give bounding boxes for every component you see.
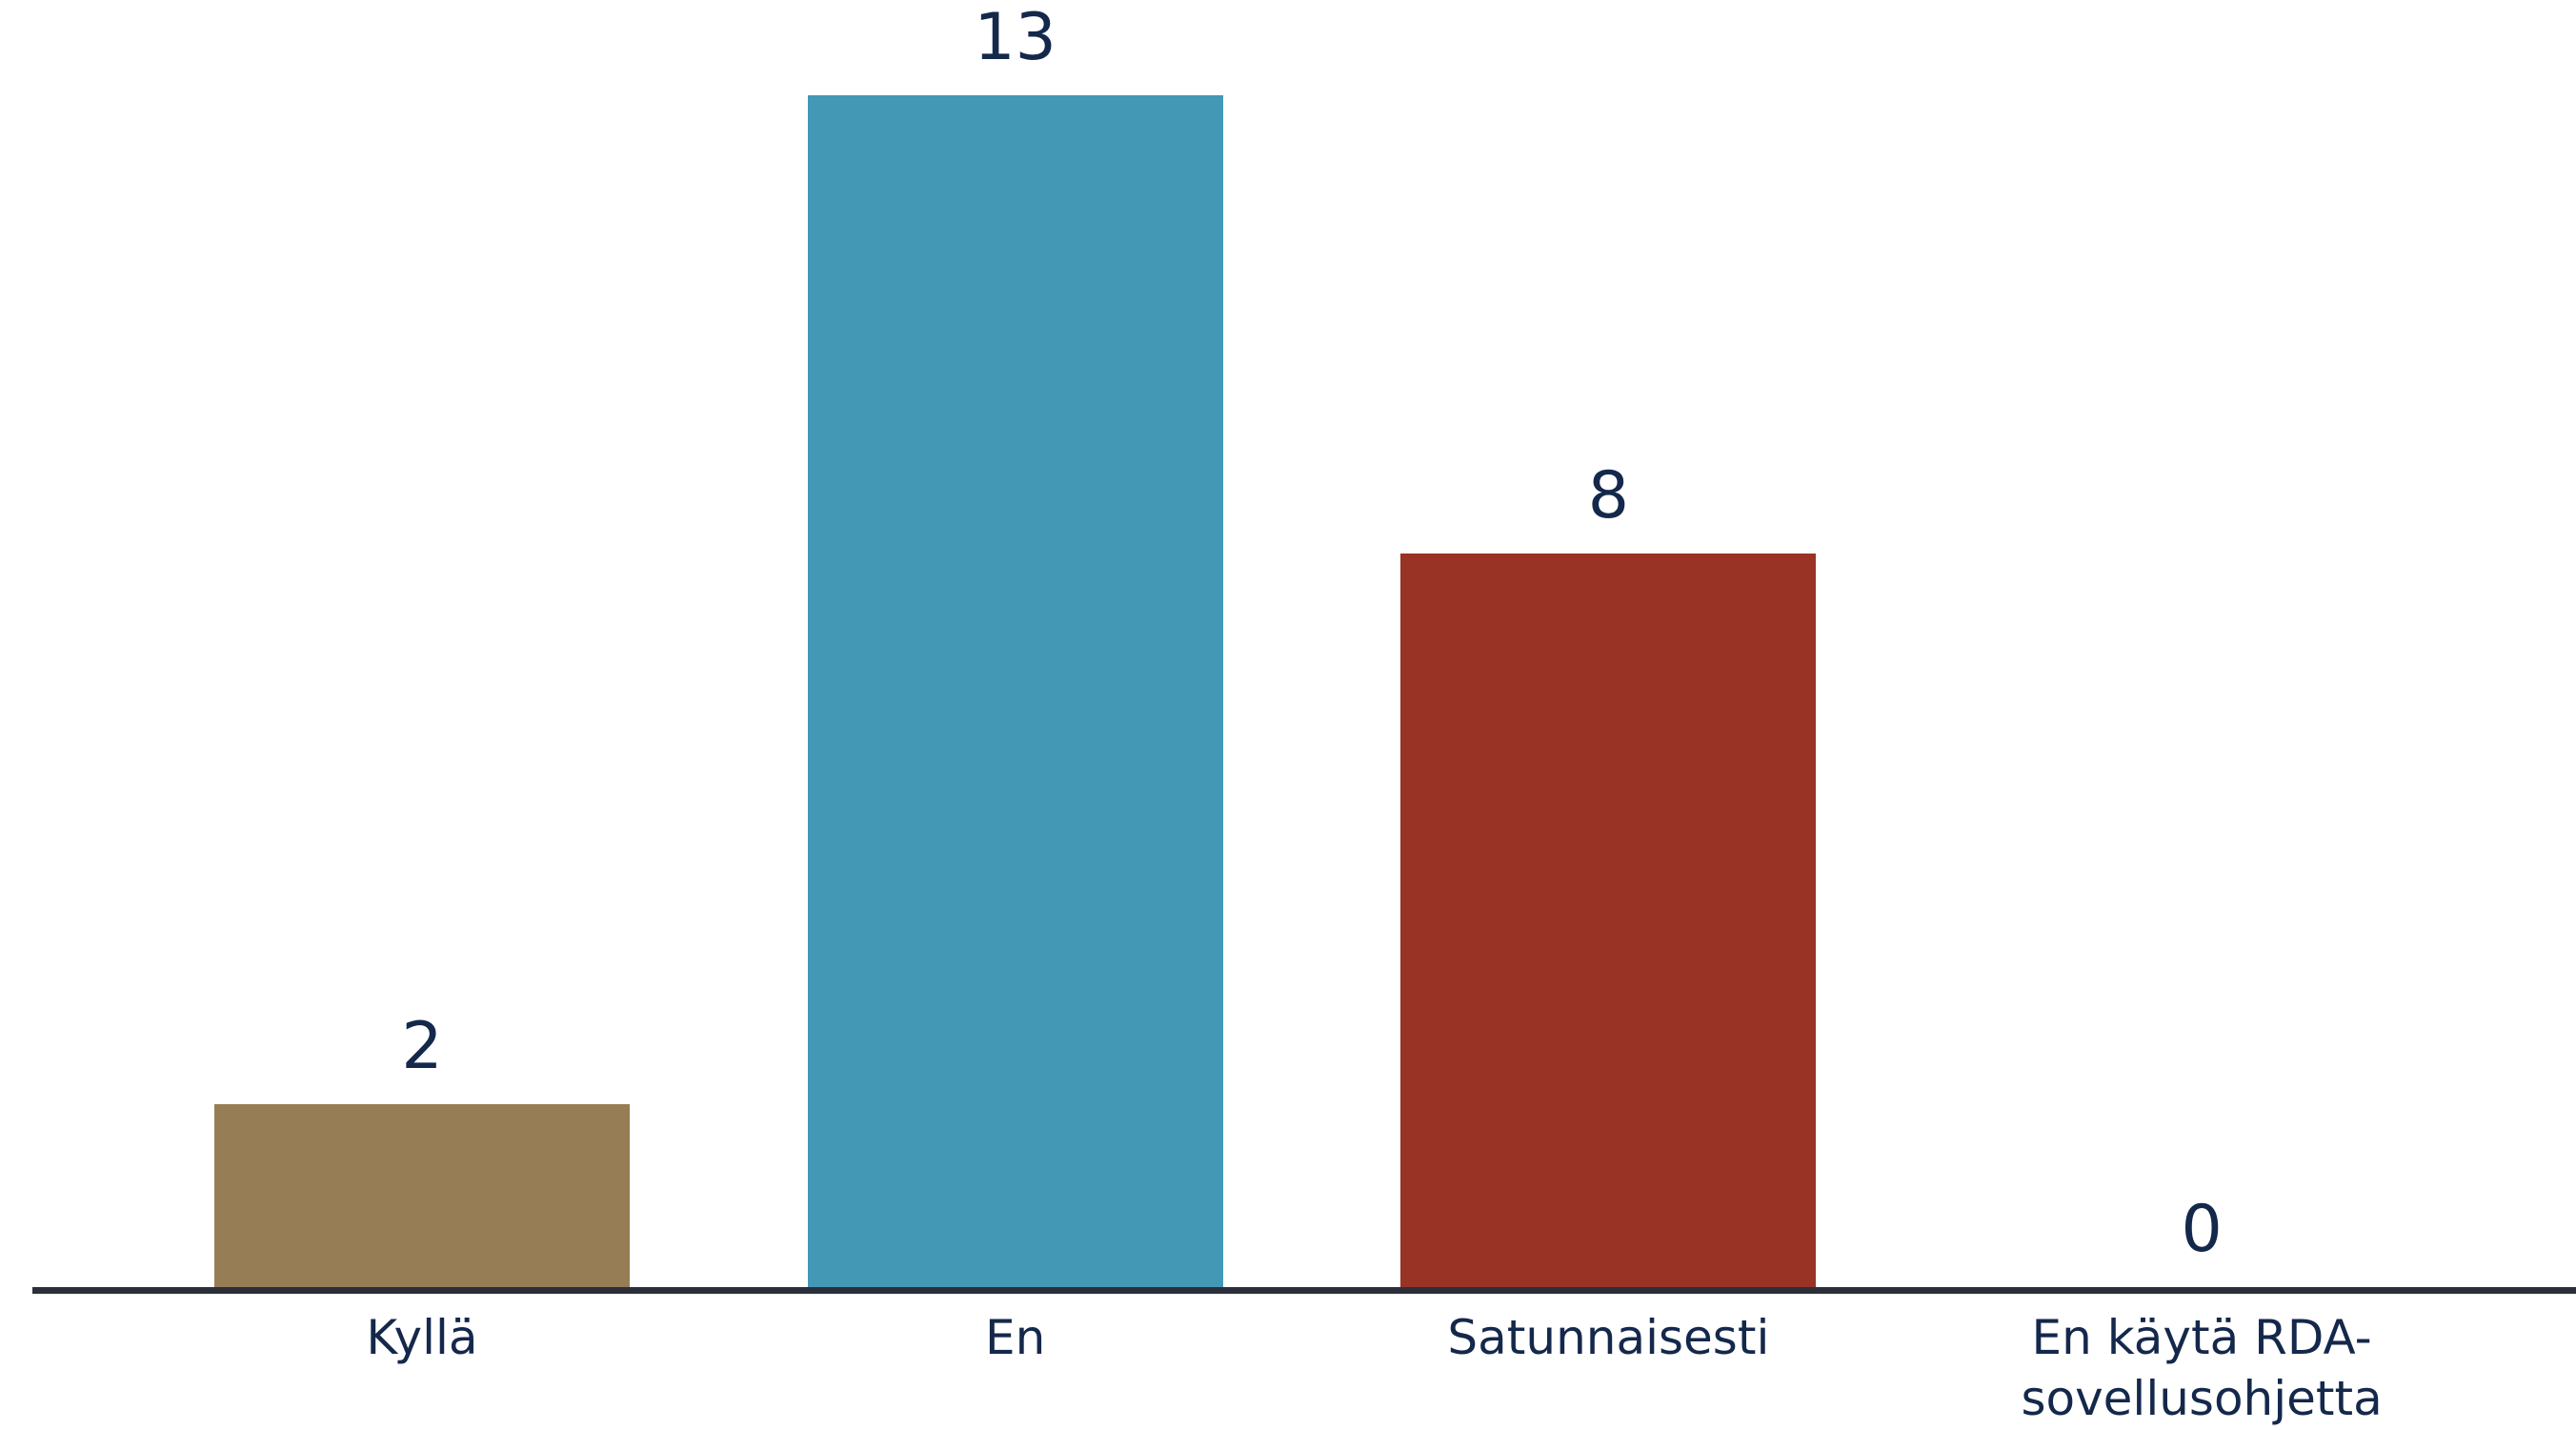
x-tick-label: En — [985, 1310, 1046, 1365]
x-tick-label: Satunnaisesti — [1447, 1310, 1770, 1365]
value-label: 0 — [2181, 1192, 2223, 1267]
bar — [214, 1103, 630, 1287]
bar — [1400, 554, 1817, 1287]
bar — [807, 95, 1223, 1287]
value-label: 2 — [401, 1008, 443, 1084]
x-tick-label: En käytä RDA-sovellusohjetta — [2021, 1310, 2383, 1426]
value-label: 8 — [1587, 458, 1630, 534]
x-tick-label: Kyllä — [366, 1310, 478, 1365]
value-label: 13 — [974, 0, 1057, 75]
x-axis-line — [32, 1287, 2576, 1294]
